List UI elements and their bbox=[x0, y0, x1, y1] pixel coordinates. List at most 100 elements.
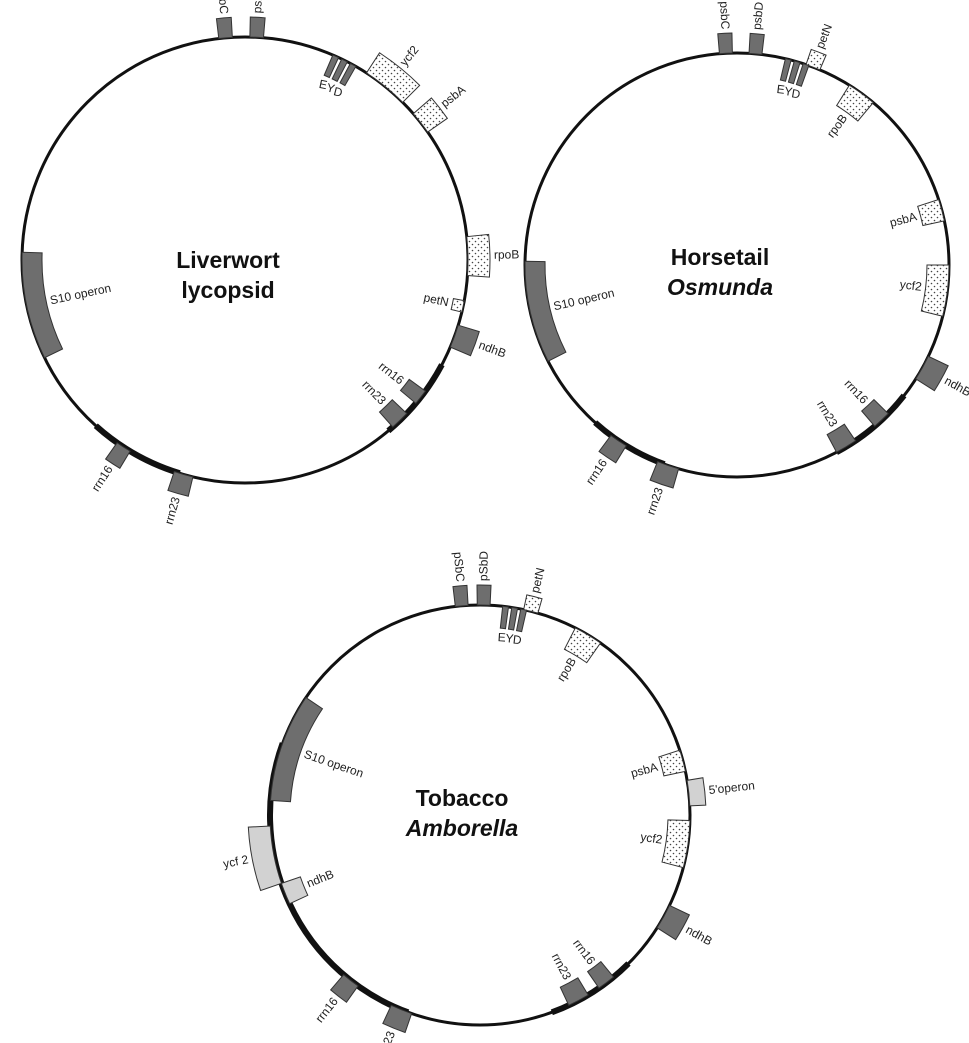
gene-block-psbc bbox=[717, 32, 733, 55]
gene-label-psba: psbA bbox=[438, 82, 468, 110]
gene-block-y bbox=[331, 58, 348, 83]
gene-label-rrn16: rrn16 bbox=[313, 994, 341, 1025]
gene-block-psba bbox=[917, 198, 945, 227]
gene-label-d: D bbox=[512, 632, 522, 647]
gene-label-e: E bbox=[497, 630, 506, 644]
map-title-line1: Horsetail bbox=[671, 244, 769, 270]
gene-label-rrn16: rrn16 bbox=[583, 456, 610, 487]
gene-label-psbc: psbC bbox=[717, 1, 732, 30]
gene-block-rrn23 bbox=[826, 423, 857, 453]
gene-block-ndhb bbox=[915, 355, 949, 392]
gene-label-psbc: pSbC bbox=[451, 551, 468, 582]
map-title-line1: Liverwort bbox=[176, 247, 280, 273]
gene-block-rrn16 bbox=[860, 398, 889, 427]
gene-block-psba bbox=[658, 749, 687, 777]
gene-label-rrn23: rrn23 bbox=[359, 378, 389, 408]
gene-label-ycf2: ycf2 bbox=[899, 277, 923, 294]
gene-block-rrn16 bbox=[104, 441, 131, 469]
gene-block-psba bbox=[412, 97, 449, 133]
gene-label-rrn23: rrn23 bbox=[814, 398, 841, 430]
gene-block-s10-operon bbox=[21, 251, 64, 359]
gene-label-psbd: pSbD bbox=[476, 551, 491, 582]
gene-block-ycf-2 bbox=[247, 825, 283, 892]
gene-label-e: E bbox=[776, 82, 786, 97]
gene-block-psbc bbox=[215, 16, 233, 40]
gene-block-ycf2 bbox=[920, 264, 950, 317]
gene-label-s10-operon: S10 operon bbox=[49, 281, 113, 308]
gene-label-rpob: rpoB bbox=[494, 247, 520, 261]
gene-label-rrn23: rrn23 bbox=[375, 1029, 399, 1043]
gene-label-ndhb: ndhB bbox=[305, 867, 336, 890]
gene-label-ycf2: ycf2 bbox=[397, 43, 422, 69]
gene-block-psbd bbox=[476, 584, 492, 606]
gene-label-petn: petN bbox=[528, 566, 548, 594]
gene-block-rrn16 bbox=[586, 960, 615, 989]
gene-label-rrn23: rrn23 bbox=[162, 495, 183, 526]
gene-block-rrn23 bbox=[649, 460, 680, 489]
gene-block-e bbox=[499, 605, 510, 630]
gene-label-rrn16: rrn16 bbox=[570, 936, 598, 967]
gene-label-ndhb: ndhB bbox=[683, 923, 714, 949]
gene-block-d bbox=[339, 62, 357, 87]
map-title-line2: lycopsid bbox=[181, 277, 274, 303]
map-title-line2: Osmunda bbox=[667, 274, 773, 300]
gene-block-y bbox=[787, 60, 801, 85]
inverted-repeat-arc bbox=[93, 423, 181, 477]
gene-label-d: D bbox=[790, 86, 801, 101]
gene-block-rpob bbox=[835, 84, 874, 122]
gene-block-psbd bbox=[249, 16, 266, 39]
gene-label-rpob: rpoB bbox=[554, 655, 579, 684]
gene-block-ycf2 bbox=[661, 819, 691, 869]
gene-block-s10-operon bbox=[524, 260, 567, 362]
gene-label-e: E bbox=[318, 77, 329, 92]
gene-label-rrn16: rrn16 bbox=[376, 359, 407, 387]
gene-label-d: D bbox=[332, 84, 344, 100]
gene-label-psbc: psbC bbox=[215, 0, 231, 15]
gene-block-rrn23 bbox=[167, 470, 194, 497]
gene-block-rpob bbox=[563, 627, 602, 664]
gene-block-ndhb bbox=[449, 324, 480, 357]
gene-label-s10-operon: S10 operon bbox=[302, 747, 365, 780]
gene-block-psbc bbox=[452, 584, 469, 608]
gene-block-psbd bbox=[748, 32, 765, 56]
inverted-repeat-arc bbox=[550, 961, 631, 1016]
gene-block-rrn23 bbox=[378, 399, 408, 428]
gene-block-rrn16 bbox=[329, 973, 359, 1003]
gene-label-ycf2: ycf2 bbox=[640, 830, 664, 847]
gene-label-5-operon: 5'operon bbox=[708, 778, 756, 797]
gene-block-d bbox=[515, 608, 528, 633]
gene-label-petn: petN bbox=[422, 290, 450, 309]
gene-label-ndhb: ndhB bbox=[477, 338, 508, 361]
map-title-line1: Tobacco bbox=[416, 785, 509, 811]
gene-block-5-operon bbox=[686, 777, 707, 807]
gene-label-ndhb: ndhB bbox=[942, 374, 969, 400]
gene-label-psbd: psbD bbox=[250, 0, 265, 14]
gene-block-e bbox=[323, 54, 340, 79]
gene-label-ycf-2: ycf 2 bbox=[222, 852, 250, 871]
gene-label-psba: psbA bbox=[888, 209, 918, 230]
gene-label-rpob: rpoB bbox=[824, 112, 850, 141]
gene-block-rpob bbox=[466, 233, 491, 278]
gene-block-y bbox=[507, 606, 519, 631]
gene-label-y: Y bbox=[505, 631, 514, 646]
gene-label-petn: petN bbox=[813, 22, 835, 51]
gene-block-rrn23 bbox=[382, 1004, 413, 1034]
gene-block-ycf2 bbox=[365, 52, 421, 104]
gene-label-rrn16: rrn16 bbox=[842, 377, 872, 407]
gene-label-psbd: psbD bbox=[750, 1, 766, 30]
gene-block-ndhb bbox=[280, 876, 309, 905]
map-title-line2: Amborella bbox=[405, 815, 519, 841]
gene-block-rrn16 bbox=[399, 378, 427, 405]
gene-label-y: Y bbox=[783, 84, 793, 99]
gene-block-ndhb bbox=[656, 904, 691, 941]
gene-block-rrn23 bbox=[559, 977, 589, 1006]
gene-block-s10-operon bbox=[269, 696, 324, 803]
gene-block-d bbox=[795, 62, 810, 87]
gene-label-y: Y bbox=[325, 80, 336, 95]
gene-block-rrn16 bbox=[598, 434, 627, 464]
gene-label-rrn16: rrn16 bbox=[89, 463, 116, 494]
gene-label-psba: psbA bbox=[629, 760, 659, 781]
gene-block-petn bbox=[450, 298, 465, 313]
